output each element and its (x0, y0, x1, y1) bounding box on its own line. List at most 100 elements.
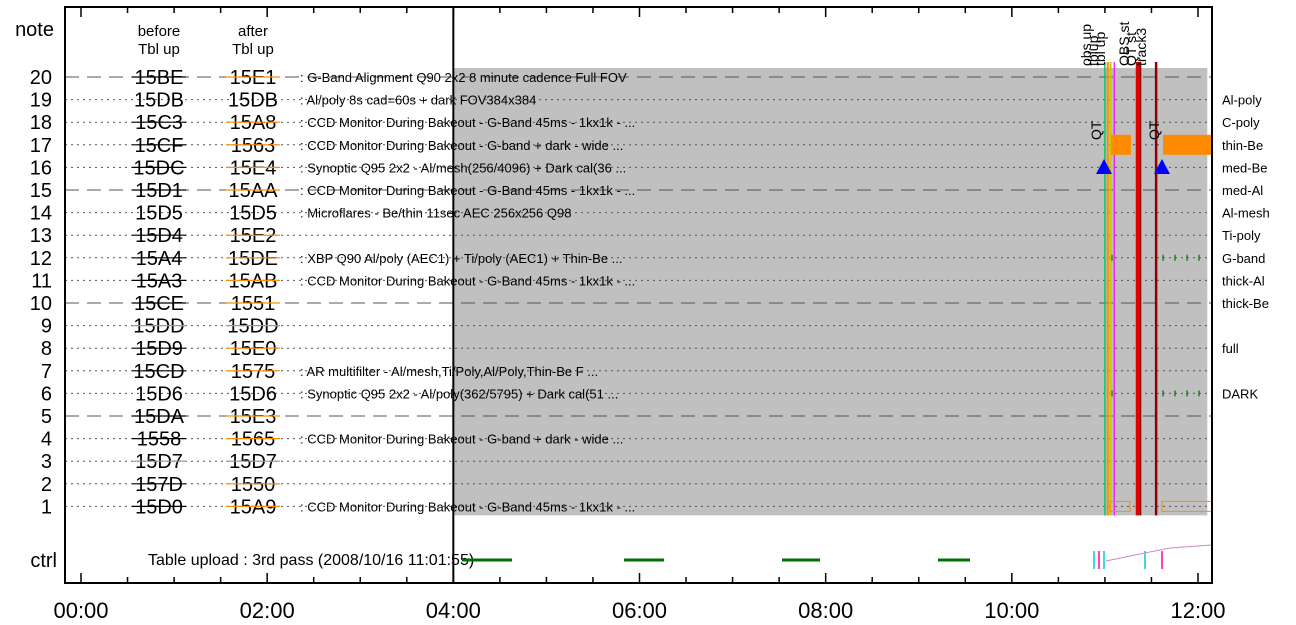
filter-label: C-poly (1222, 115, 1260, 130)
event-label: track3 (1133, 28, 1149, 66)
row-note: 5 (41, 406, 52, 428)
filter-label: med-Be (1222, 160, 1268, 175)
x-tick-label: 04:00 (426, 598, 481, 623)
ctrl-label: ctrl (30, 550, 57, 572)
row-description: : CCD Monitor During Bakeout - G-Band 45… (300, 183, 635, 198)
table-upload-text: Table upload : 3rd pass (2008/10/16 11:0… (148, 552, 474, 569)
before-header-line2: Tbl up (138, 41, 180, 58)
row-after-code: 1575 (231, 361, 276, 383)
row-after-code: 15DB (228, 90, 278, 112)
row-description: : Al/poly 8s cad=60s + dark FOV384x384 (300, 93, 536, 108)
row-after-code: 15D6 (229, 383, 277, 405)
row-before-code: 15C3 (135, 112, 183, 134)
row-after-code: 15DE (228, 248, 278, 270)
orange-block (1163, 135, 1213, 155)
row-before-code: 15A3 (136, 270, 183, 292)
filter-label: thick-Al (1222, 273, 1265, 288)
filter-label: Al-poly (1222, 93, 1262, 108)
row-note: 14 (30, 203, 52, 225)
row-before-code: 15CF (135, 135, 184, 157)
row-description: : G-Band Alignment Q90 2x2 8 minute cade… (300, 70, 627, 85)
row-note: 10 (30, 293, 52, 315)
x-tick-label: 10:00 (984, 598, 1039, 623)
row-after-code: 1551 (231, 293, 276, 315)
row-after-code: 15E0 (230, 338, 277, 360)
row-note: 1 (41, 496, 52, 518)
filter-label: Al-mesh (1222, 206, 1270, 221)
after-header-line2: Tbl up (232, 41, 274, 58)
row-after-code: 15A8 (230, 112, 277, 134)
row-description: : CCD Monitor During Bakeout - G-Band 45… (300, 115, 635, 130)
row-before-code: 15CE (134, 293, 184, 315)
row-note: 19 (30, 90, 52, 112)
row-description: : CCD Monitor During Bakeout - G-Band 45… (300, 273, 635, 288)
row-description: : Microflares - Be/thin 11sec AEC 256x25… (300, 206, 571, 221)
row-description: : Synoptic Q95 2x2 - Al/mesh(256/4096) +… (300, 160, 626, 175)
row-note: 3 (41, 451, 52, 473)
row-after-code: 15AB (229, 270, 278, 292)
row-note: 18 (30, 112, 52, 134)
filter-label: DARK (1222, 386, 1258, 401)
row-after-code: 15E3 (230, 406, 277, 428)
row-after-code: 15A9 (230, 496, 277, 518)
x-tick-label: 12:00 (1170, 598, 1225, 623)
row-before-code: 15D1 (135, 180, 183, 202)
row-note: 2 (41, 474, 52, 496)
row-before-code: 15BE (135, 67, 184, 89)
row-note: 13 (30, 225, 52, 247)
row-description: : CCD Monitor During Bakeout - G-band + … (300, 432, 623, 447)
row-description: : AR multifilter - Al/mesh,Ti/Poly,Al/Po… (300, 364, 598, 379)
row-before-code: 15DC (133, 157, 184, 179)
row-after-code: 15AA (229, 180, 279, 202)
row-after-code: 1565 (231, 429, 276, 451)
row-before-code: 157D (135, 474, 183, 496)
row-before-code: 15DA (134, 406, 185, 428)
row-note: 9 (41, 316, 52, 338)
qt-label: QT (1088, 120, 1104, 140)
filter-label: full (1222, 341, 1239, 356)
x-tick-label: 08:00 (798, 598, 853, 623)
filter-label: G-band (1222, 251, 1265, 266)
row-note: 20 (30, 67, 52, 89)
orange-block (1111, 135, 1131, 155)
filter-label: thick-Be (1222, 296, 1269, 311)
row-after-code: 15DD (227, 316, 278, 338)
row-before-code: 15D7 (135, 451, 183, 473)
row-before-code: 15DB (134, 90, 184, 112)
row-before-code: 15D6 (135, 383, 183, 405)
row-note: 4 (41, 429, 52, 451)
row-description: : CCD Monitor During Bakeout - G-band + … (300, 138, 623, 153)
row-after-code: 15E1 (230, 67, 277, 89)
row-before-code: 15CD (133, 361, 184, 383)
filter-label: med-Al (1222, 183, 1263, 198)
event-label: tbl up (1092, 32, 1108, 66)
before-header-line1: before (138, 23, 181, 40)
x-tick-label: 02:00 (240, 598, 295, 623)
row-before-code: 15D9 (135, 338, 183, 360)
row-after-code: 15E2 (230, 225, 277, 247)
row-after-code: 15D7 (229, 451, 277, 473)
row-description: : Synoptic Q95 2x2 - Al/poly(362/5795) +… (300, 386, 618, 401)
row-before-code: 15D4 (135, 225, 183, 247)
row-note: 8 (41, 338, 52, 360)
filter-label: thin-Be (1222, 138, 1263, 153)
x-tick-label: 06:00 (612, 598, 667, 623)
after-header-line1: after (238, 23, 268, 40)
row-note: 15 (30, 180, 52, 202)
row-note: 17 (30, 135, 52, 157)
qt-label: QT (1146, 120, 1162, 140)
row-after-code: 1550 (231, 474, 276, 496)
row-after-code: 15E4 (230, 157, 277, 179)
note-header: note (15, 19, 54, 41)
row-before-code: 15DD (133, 316, 184, 338)
row-before-code: 1558 (137, 429, 182, 451)
row-before-code: 15A4 (136, 248, 183, 270)
row-note: 16 (30, 157, 52, 179)
row-description: : CCD Monitor During Bakeout - G-Band 45… (300, 499, 635, 514)
x-tick-label: 00:00 (53, 598, 108, 623)
row-description: : XBP Q90 Al/poly (AEC1) + Ti/poly (AEC1… (300, 251, 623, 266)
row-after-code: 1563 (231, 135, 276, 157)
row-after-code: 15D5 (229, 203, 277, 225)
row-note: 6 (41, 383, 52, 405)
